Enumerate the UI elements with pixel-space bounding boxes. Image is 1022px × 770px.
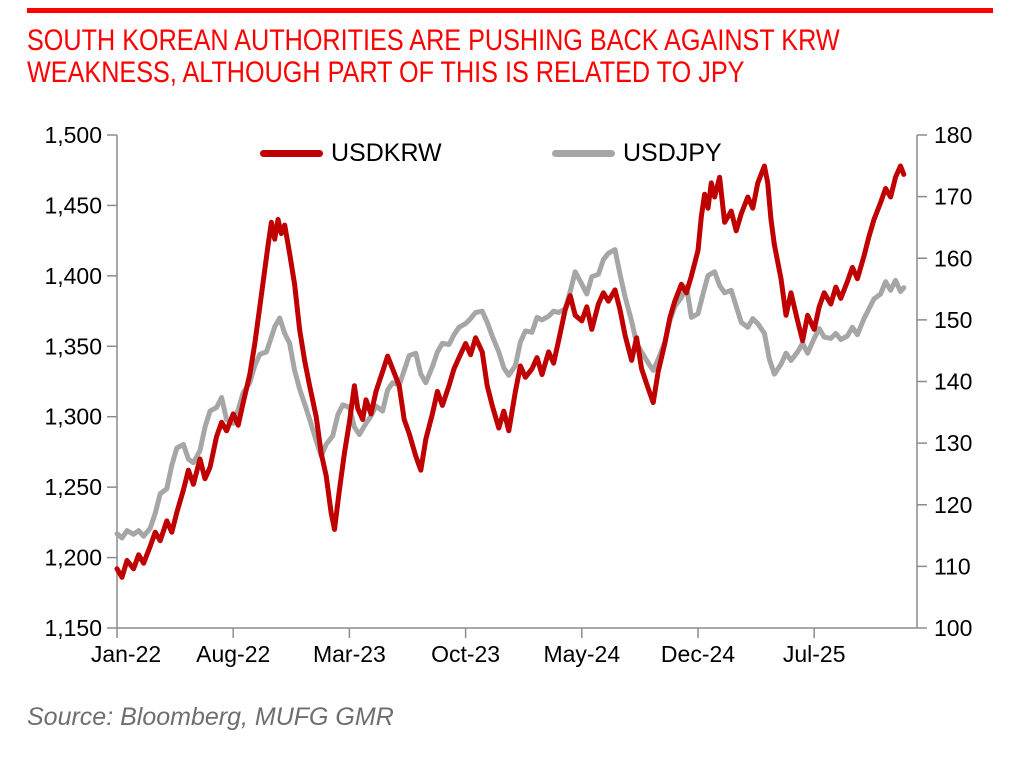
- right-axis-tick-label: 170: [934, 184, 972, 210]
- right-axis-tick-label: 100: [934, 615, 972, 641]
- header-rule: [27, 8, 993, 13]
- usdjpy-line-swatch: [552, 149, 615, 157]
- usdkrw-line-swatch: [260, 149, 323, 157]
- right-axis-tick-label: 120: [934, 492, 972, 518]
- right-axis-tick-label: 110: [934, 553, 971, 579]
- right-axis-tick-label: 140: [934, 369, 972, 395]
- x-axis-tick-label: Dec-24: [661, 641, 735, 667]
- series-line-usdkrw: [114, 163, 907, 580]
- right-axis-tick-label: 180: [934, 122, 972, 148]
- right-axis-tick-label: 160: [934, 245, 972, 271]
- legend-label-usdjpy: USDJPY: [623, 139, 722, 167]
- legend-item-usdkrw: USDKRW: [260, 139, 442, 167]
- left-axis-tick-label: 1,150: [44, 615, 102, 641]
- x-axis-tick-label: Aug-22: [196, 641, 270, 667]
- x-axis-tick-label: Mar-23: [313, 641, 386, 667]
- left-axis-tick-label: 1,450: [44, 192, 102, 218]
- x-axis-tick-label: Jul-25: [783, 641, 846, 667]
- left-axis-tick-label: 1,200: [44, 545, 102, 571]
- legend-item-usdjpy: USDJPY: [552, 139, 722, 167]
- right-axis-tick-label: 150: [934, 307, 972, 333]
- chart-title-line-1: SOUTH KOREAN AUTHORITIES ARE PUSHING BAC…: [27, 24, 840, 57]
- left-axis-tick-label: 1,250: [44, 474, 102, 500]
- left-axis-tick-label: 1,300: [44, 404, 102, 430]
- series-line-usdjpy: [114, 247, 907, 541]
- x-axis-tick-label: May-24: [543, 641, 620, 667]
- source-attribution: Source: Bloomberg, MUFG GMR: [27, 703, 394, 731]
- left-axis-tick-label: 1,400: [44, 263, 102, 289]
- left-axis-tick-label: 1,500: [44, 122, 102, 148]
- chart-canvas: 1,150 1,200 1,250 1,300 1,350 1,400 1,450 1,500…: [44, 122, 972, 667]
- chart-title-line-2: WEAKNESS, ALTHOUGH PART OF THIS IS RELAT…: [27, 56, 745, 89]
- legend-label-usdkrw: USDKRW: [331, 139, 442, 167]
- x-axis-tick-label: Jan-22: [91, 641, 161, 667]
- chart-title: SOUTH KOREAN AUTHORITIES ARE PUSHING BAC…: [27, 25, 994, 89]
- x-axis-tick-label: Oct-23: [431, 641, 500, 667]
- right-axis-tick-label: 130: [934, 430, 972, 456]
- left-axis-tick-label: 1,350: [44, 333, 102, 359]
